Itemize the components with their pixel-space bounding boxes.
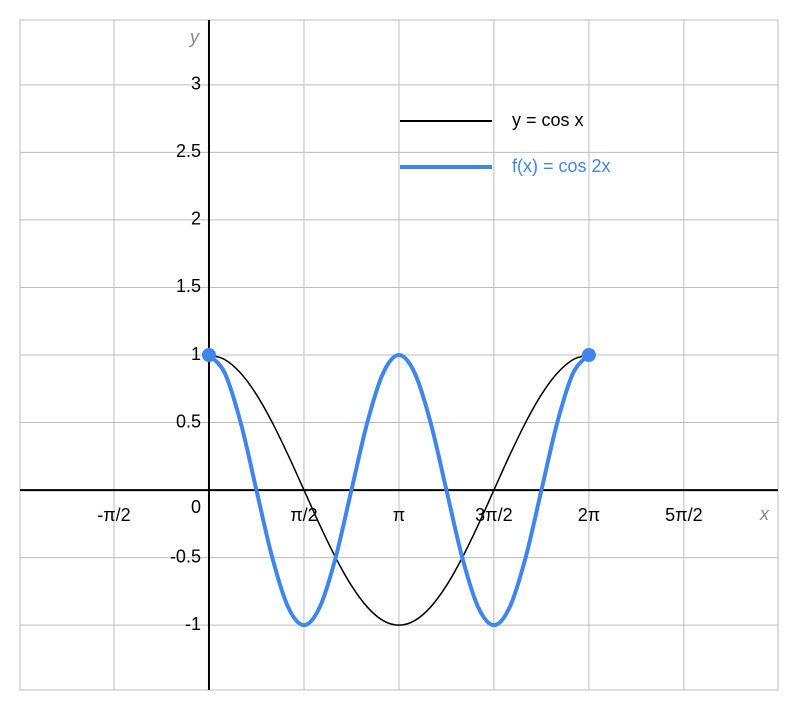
x-tick-label: -π/2 <box>97 505 130 525</box>
x-tick-label: 3π/2 <box>475 505 512 525</box>
y-tick-label: 2 <box>191 209 201 229</box>
x-tick-label: π/2 <box>290 505 317 525</box>
y-tick-label: 0.5 <box>176 411 201 431</box>
y-tick-label: -1 <box>185 614 201 634</box>
x-tick-label: π <box>393 505 405 525</box>
y-axis-label: y <box>188 27 200 47</box>
endpoint-marker <box>201 348 216 362</box>
legend-label: f(x) = cos 2x <box>512 156 611 176</box>
y-tick-label: 3 <box>191 74 201 94</box>
series-line <box>208 354 590 626</box>
endpoint-marker <box>581 348 596 362</box>
x-tick-label: 5π/2 <box>665 505 702 525</box>
legend-label: y = cos x <box>512 110 584 130</box>
y-tick-label: 1 <box>191 344 201 364</box>
x-axis-label: x <box>759 504 770 524</box>
y-tick-label: 2.5 <box>176 141 201 161</box>
marks: y = cos x f(x) = cos 2x <box>201 110 611 628</box>
series-line <box>207 352 591 628</box>
y-tick-label: -0.5 <box>170 546 201 566</box>
y-tick-label: 1.5 <box>176 276 201 296</box>
y-tick-label: 0 <box>191 497 201 517</box>
x-tick-label: 2π <box>578 505 600 525</box>
